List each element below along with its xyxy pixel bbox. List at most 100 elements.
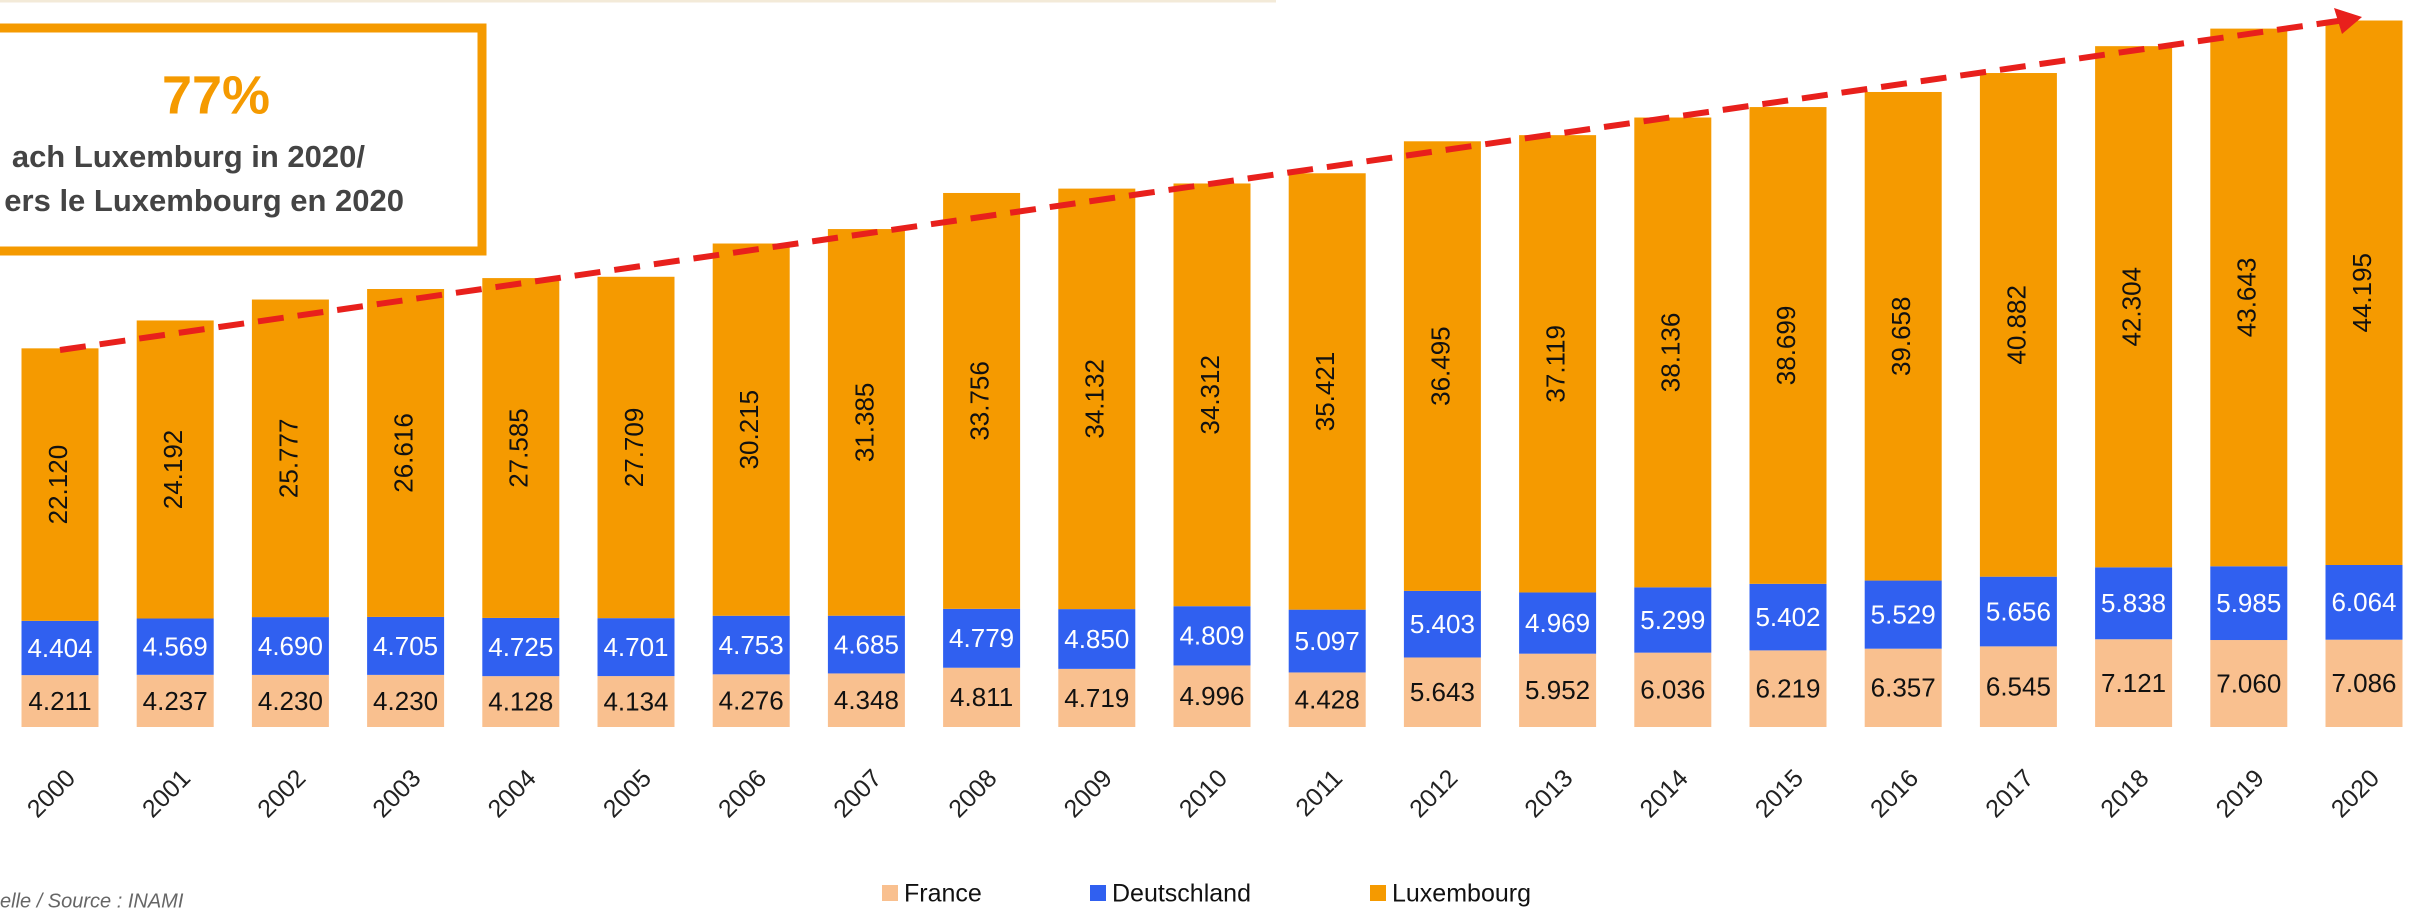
bar-segment xyxy=(1058,668,1136,727)
bar-segment xyxy=(2325,564,2403,640)
value-label: 6.036 xyxy=(1640,675,1705,705)
value-label: 44.195 xyxy=(2347,253,2377,333)
value-label: 7.060 xyxy=(2216,668,2281,698)
bar-segment xyxy=(827,229,905,616)
x-tick-label: 2015 xyxy=(1750,764,1809,823)
bar-segment xyxy=(1749,107,1827,584)
value-label: 6.357 xyxy=(1871,673,1936,703)
x-tick-label: 2003 xyxy=(367,764,426,823)
legend-label: Luxembourg xyxy=(1392,880,1531,908)
x-tick-label: 2020 xyxy=(2326,764,2385,823)
value-label: 4.690 xyxy=(258,631,323,661)
bar-segment xyxy=(1864,91,1942,581)
value-label: 25.777 xyxy=(273,419,303,499)
x-tick-label: 2010 xyxy=(1174,764,1233,823)
bar-segment xyxy=(367,616,445,675)
bar-segment xyxy=(1173,183,1251,607)
bar-segment xyxy=(2210,566,2288,641)
bars: 4.211 4.404 22.120 4.237 4.569 24.192 4.230 4.6… xyxy=(21,20,2403,727)
bar-segment xyxy=(251,299,329,618)
x-tick-label: 2000 xyxy=(22,764,81,823)
x-tick-label: 2006 xyxy=(713,764,772,823)
value-label: 7.086 xyxy=(2331,668,2396,698)
value-label: 36.495 xyxy=(1425,326,1455,406)
x-tick-label: 2008 xyxy=(943,764,1002,823)
value-label: 4.211 xyxy=(28,686,91,716)
bar-segment xyxy=(1173,606,1251,666)
value-label: 26.616 xyxy=(388,413,418,493)
x-tick-label: 2013 xyxy=(1519,764,1578,823)
value-label: 4.134 xyxy=(603,686,668,716)
value-label: 5.402 xyxy=(1755,602,1820,632)
x-tick-label: 2018 xyxy=(2095,764,2154,823)
value-label: 4.128 xyxy=(488,686,553,716)
value-label: 4.701 xyxy=(603,632,668,662)
bar-segment xyxy=(1864,648,1942,727)
bar-segment xyxy=(2210,28,2288,567)
bar-segment xyxy=(1173,665,1251,727)
value-label: 6.545 xyxy=(1986,672,2051,702)
legend-swatch xyxy=(1090,885,1106,901)
value-label: 4.753 xyxy=(719,630,784,660)
x-tick-label: 2016 xyxy=(1865,764,1924,823)
bar-segment xyxy=(943,608,1021,668)
annotation-box xyxy=(0,23,487,256)
legend-swatch xyxy=(882,885,898,901)
bar-segment xyxy=(1979,646,2057,727)
legend-label: Deutschland xyxy=(1112,880,1251,908)
annotation-line: ers le Luxembourg en 2020 xyxy=(4,183,404,218)
bar-segment xyxy=(712,674,790,727)
value-label: 4.230 xyxy=(373,686,438,716)
x-tick-label: 2014 xyxy=(1635,764,1694,823)
x-tick-label: 2002 xyxy=(252,764,311,823)
value-label: 5.952 xyxy=(1525,675,1590,705)
bar-segment xyxy=(827,615,905,674)
value-label: 40.882 xyxy=(2001,285,2031,365)
value-label: 4.276 xyxy=(719,686,784,716)
annotation-percent: 77% xyxy=(162,65,270,125)
value-label: 5.656 xyxy=(1986,596,2051,626)
bar-segment xyxy=(1288,173,1366,610)
value-label: 43.643 xyxy=(2232,258,2262,338)
bar-segment xyxy=(597,618,675,677)
value-label: 4.811 xyxy=(950,682,1013,712)
bar-segment xyxy=(1519,653,1597,727)
value-label: 6.219 xyxy=(1755,674,1820,704)
bar-segment xyxy=(136,618,214,675)
bar-segment xyxy=(2210,640,2288,727)
bar-segment xyxy=(1288,672,1366,727)
source: elle / Source : INAMI xyxy=(0,890,184,909)
value-label: 5.299 xyxy=(1640,605,1705,635)
bar-segment xyxy=(251,674,329,727)
value-label: 38.699 xyxy=(1771,306,1801,386)
value-label: 27.585 xyxy=(504,408,534,488)
value-label: 4.779 xyxy=(949,623,1014,653)
legend-label: France xyxy=(904,880,982,908)
value-label: 34.312 xyxy=(1195,355,1225,435)
bar-segment xyxy=(597,676,675,727)
bar-segment xyxy=(21,675,99,727)
bar-segment xyxy=(1864,580,1942,649)
bar-segment xyxy=(597,276,675,619)
bar-segment xyxy=(21,620,99,676)
bar-segment xyxy=(367,289,445,617)
value-label: 37.119 xyxy=(1540,325,1570,403)
value-label: 42.304 xyxy=(2116,267,2146,347)
x-tick-label: 2007 xyxy=(828,764,887,823)
bar-segment xyxy=(1634,117,1712,588)
bar-segment xyxy=(943,667,1021,727)
bar-segment xyxy=(1979,576,2057,647)
value-label: 33.756 xyxy=(964,361,994,441)
bar-segment xyxy=(136,320,214,619)
x-tick-label: 2009 xyxy=(1059,764,1118,823)
value-label: 4.705 xyxy=(373,631,438,661)
value-label: 34.132 xyxy=(1080,359,1110,439)
x-tick-label: 2019 xyxy=(2211,764,2270,823)
bar-segment xyxy=(1749,583,1827,651)
bar-segment xyxy=(1519,135,1597,593)
value-label: 4.348 xyxy=(834,685,899,715)
value-label: 6.064 xyxy=(2331,587,2396,617)
value-label: 5.097 xyxy=(1295,626,1360,656)
value-label: 4.850 xyxy=(1064,624,1129,654)
